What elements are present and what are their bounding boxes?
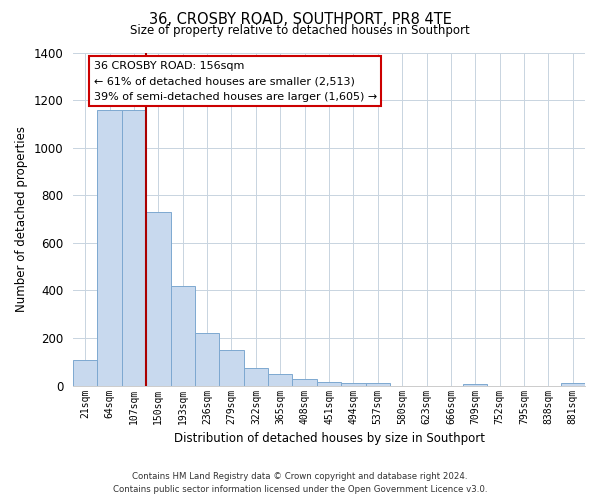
Text: Contains HM Land Registry data © Crown copyright and database right 2024.
Contai: Contains HM Land Registry data © Crown c… <box>113 472 487 494</box>
Bar <box>195 334 220 386</box>
Bar <box>317 382 341 386</box>
Y-axis label: Number of detached properties: Number of detached properties <box>15 126 28 312</box>
Bar <box>220 350 244 386</box>
Text: 36 CROSBY ROAD: 156sqm
← 61% of detached houses are smaller (2,513)
39% of semi-: 36 CROSBY ROAD: 156sqm ← 61% of detached… <box>94 61 377 102</box>
Bar <box>122 110 146 386</box>
Bar <box>244 368 268 386</box>
Bar <box>341 383 365 386</box>
Bar <box>365 383 390 386</box>
Bar <box>292 378 317 386</box>
X-axis label: Distribution of detached houses by size in Southport: Distribution of detached houses by size … <box>173 432 485 445</box>
Bar <box>170 286 195 386</box>
Bar <box>560 383 585 386</box>
Bar <box>97 110 122 386</box>
Bar <box>73 360 97 386</box>
Bar <box>463 384 487 386</box>
Bar <box>268 374 292 386</box>
Text: 36, CROSBY ROAD, SOUTHPORT, PR8 4TE: 36, CROSBY ROAD, SOUTHPORT, PR8 4TE <box>149 12 451 28</box>
Bar <box>146 212 170 386</box>
Text: Size of property relative to detached houses in Southport: Size of property relative to detached ho… <box>130 24 470 37</box>
